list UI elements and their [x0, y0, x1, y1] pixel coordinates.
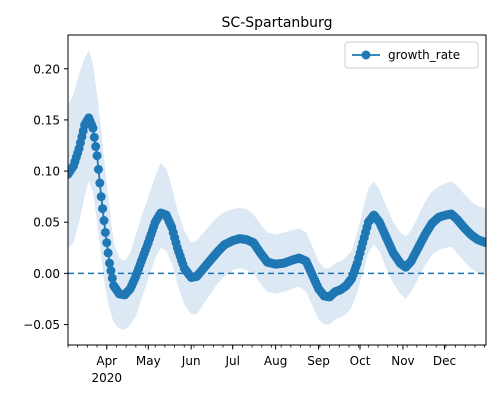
x-tick-label: Jun — [181, 354, 201, 368]
series-layer — [68, 113, 486, 302]
y-tick-label: 0.00 — [33, 267, 60, 281]
confidence-band-layer — [68, 50, 486, 330]
x-tick-year-label: 2020 — [91, 371, 122, 385]
data-point — [105, 258, 115, 268]
x-tick-label: Dec — [433, 354, 456, 368]
x-tick-label: Sep — [307, 354, 330, 368]
confidence-band — [68, 50, 486, 330]
data-point — [98, 204, 108, 214]
x-tick-label: Jul — [224, 354, 239, 368]
data-point — [96, 192, 106, 202]
data-point — [99, 216, 109, 226]
legend-frame — [344, 41, 479, 69]
x-tick-label: Apr — [96, 354, 117, 368]
y-tick-label: 0.20 — [33, 62, 60, 76]
data-point — [93, 164, 103, 174]
plot-frame — [67, 34, 487, 346]
data-point — [92, 151, 102, 161]
x-tick-label: Nov — [391, 354, 414, 368]
data-point — [88, 123, 98, 133]
axis-layer: −0.05 0.00 0.05 0.10 0.15 0.20 Apr 2020 May Jun Ju… — [23, 34, 487, 385]
chart-title: SC-Spartanburg — [222, 15, 333, 31]
legend-marker-icon — [361, 50, 371, 60]
data-point — [100, 227, 110, 237]
legend: growth_rate — [344, 41, 479, 69]
x-tick-label: Aug — [264, 354, 287, 368]
legend-label: growth_rate — [388, 48, 460, 62]
data-point — [481, 238, 486, 248]
data-point — [95, 178, 105, 188]
x-tick-label: Oct — [350, 354, 371, 368]
y-tick-label: −0.05 — [23, 318, 60, 332]
data-point — [107, 273, 117, 283]
data-point — [106, 266, 116, 276]
data-point — [103, 248, 113, 258]
y-tick-label: 0.10 — [33, 165, 60, 179]
data-point — [89, 132, 99, 142]
y-tick-label: 0.15 — [33, 113, 60, 127]
y-tick-label: 0.05 — [33, 216, 60, 230]
data-point — [91, 142, 101, 152]
data-point — [102, 238, 112, 248]
x-tick-label: May — [136, 354, 161, 368]
